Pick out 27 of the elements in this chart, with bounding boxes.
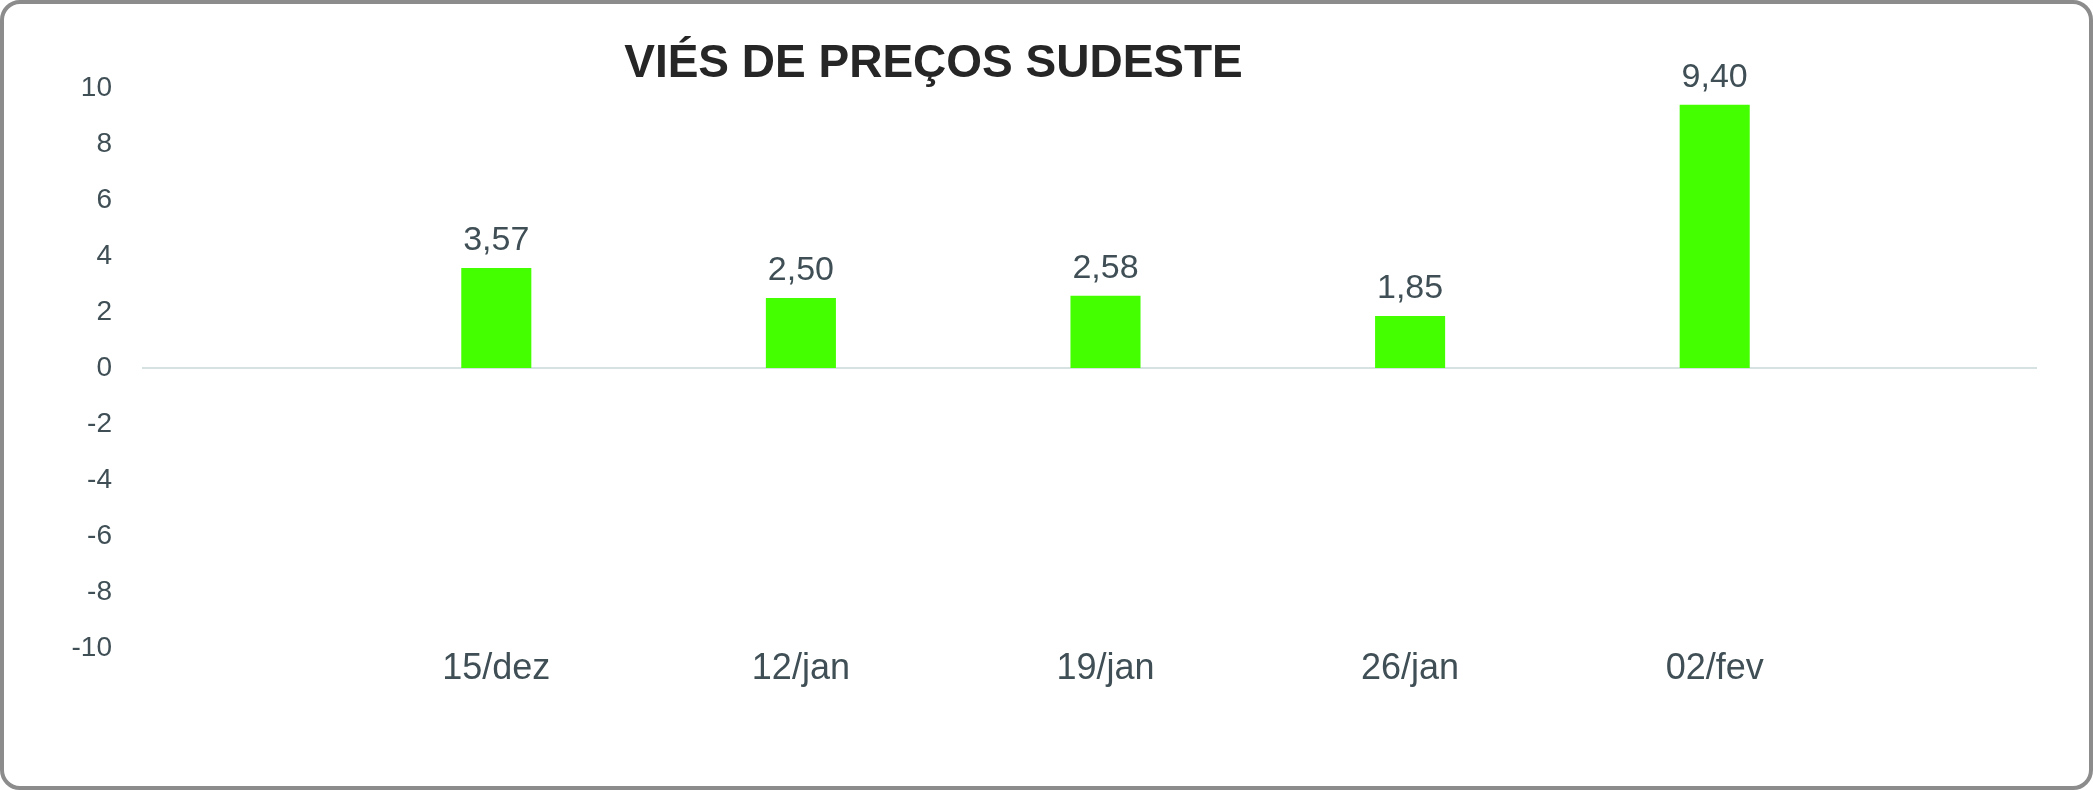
x-tick-label: 26/jan bbox=[1361, 646, 1460, 688]
y-tick-label: 6 bbox=[96, 182, 112, 214]
y-tick-label: -4 bbox=[87, 462, 112, 494]
bar bbox=[1070, 295, 1141, 368]
chart-title: VIÉS DE PREÇOS SUDESTE bbox=[624, 34, 1243, 87]
x-tick-label: 19/jan bbox=[1056, 646, 1155, 688]
x-tick-label: 12/jan bbox=[751, 646, 850, 688]
y-tick-label: 0 bbox=[96, 350, 112, 382]
data-label: 1,85 bbox=[1377, 267, 1444, 306]
y-tick-label: 4 bbox=[96, 238, 112, 270]
y-tick-label: 10 bbox=[80, 70, 112, 102]
bar bbox=[1679, 104, 1750, 368]
bar bbox=[765, 297, 836, 368]
bar bbox=[1375, 316, 1446, 368]
data-label: 2,50 bbox=[767, 249, 834, 288]
data-label: 3,57 bbox=[463, 219, 530, 258]
y-tick-label: -6 bbox=[87, 518, 112, 550]
data-label: 9,40 bbox=[1681, 56, 1748, 95]
x-tick-label: 02/fev bbox=[1665, 646, 1764, 688]
x-tick-label: 15/dez bbox=[442, 646, 551, 688]
y-tick-label: -2 bbox=[87, 406, 112, 438]
data-label: 2,58 bbox=[1072, 247, 1139, 286]
y-tick-label: -8 bbox=[87, 574, 112, 606]
y-tick-label: 2 bbox=[96, 294, 112, 326]
y-tick-label: -10 bbox=[71, 630, 112, 662]
bar bbox=[461, 267, 532, 368]
y-tick-label: 8 bbox=[96, 126, 112, 158]
